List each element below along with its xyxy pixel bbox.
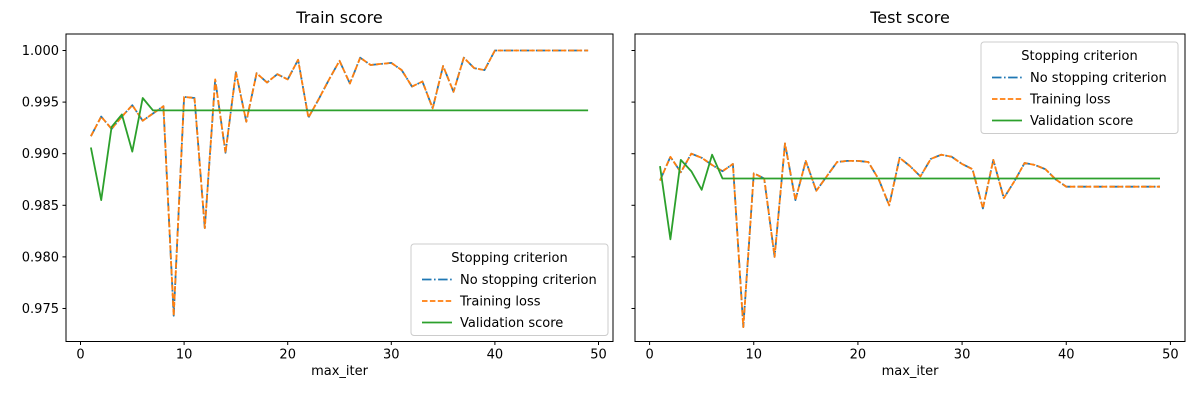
x-tick-label: 0 (76, 348, 84, 363)
train-score-plot: 0 10 20 30 40 50 0.975 0.980 0.985 0.990 0.995 1.00… (22, 33, 614, 363)
legend-box (980, 41, 1179, 134)
x-tick-label: 30 (383, 348, 400, 363)
legend-title: Stopping criterion (451, 251, 567, 266)
series-line-training-loss (90, 49, 589, 317)
legend-entry-label: Training loss (1029, 93, 1111, 108)
x-tick-label: 40 (1058, 348, 1075, 363)
x-tick-label: 10 (176, 348, 193, 363)
legend-title: Stopping criterion (1021, 49, 1137, 64)
y-tick-label: 0.995 (22, 96, 59, 111)
test-chart-title: Test score (870, 8, 950, 27)
x-tick-label: 10 (745, 348, 762, 363)
x-tick-label: 40 (487, 348, 504, 363)
x-tick-label: 20 (279, 348, 296, 363)
x-tick-label: 20 (850, 348, 867, 363)
legend: Stopping criterion No stopping criterion T… (410, 243, 609, 336)
train-chart-xlabel: max_iter (311, 364, 368, 379)
x-tick-label: 50 (590, 348, 607, 363)
legend: Stopping criterion No stopping criterion T… (980, 41, 1179, 134)
series-line-validation-score (659, 153, 1160, 241)
y-tick-label: 0.985 (22, 199, 59, 214)
series-line-validation-score (90, 97, 589, 202)
legend-box (410, 243, 609, 336)
y-tick-label: 0.975 (22, 302, 59, 317)
legend-entry-label: No stopping criterion (460, 273, 597, 288)
legend-entry-label: Training loss (459, 295, 541, 310)
y-tick-label: 1.000 (22, 44, 59, 59)
train-chart-title: Train score (296, 8, 383, 27)
x-tick-label: 0 (645, 348, 653, 363)
test-chart-xlabel: max_iter (881, 364, 939, 379)
y-tick-label: 0.980 (22, 250, 59, 265)
test-score-plot: 0 10 20 30 40 50 Stopping criterion No stopping… (631, 33, 1186, 363)
y-tick-label: 0.990 (22, 147, 59, 162)
x-tick-label: 30 (954, 348, 971, 363)
legend-entry-label: Validation score (1030, 114, 1133, 129)
legend-entry-label: No stopping criterion (1030, 71, 1167, 86)
x-tick-label: 50 (1162, 348, 1179, 363)
series-line-training-loss (659, 142, 1160, 329)
legend-entry-label: Validation score (460, 316, 563, 331)
